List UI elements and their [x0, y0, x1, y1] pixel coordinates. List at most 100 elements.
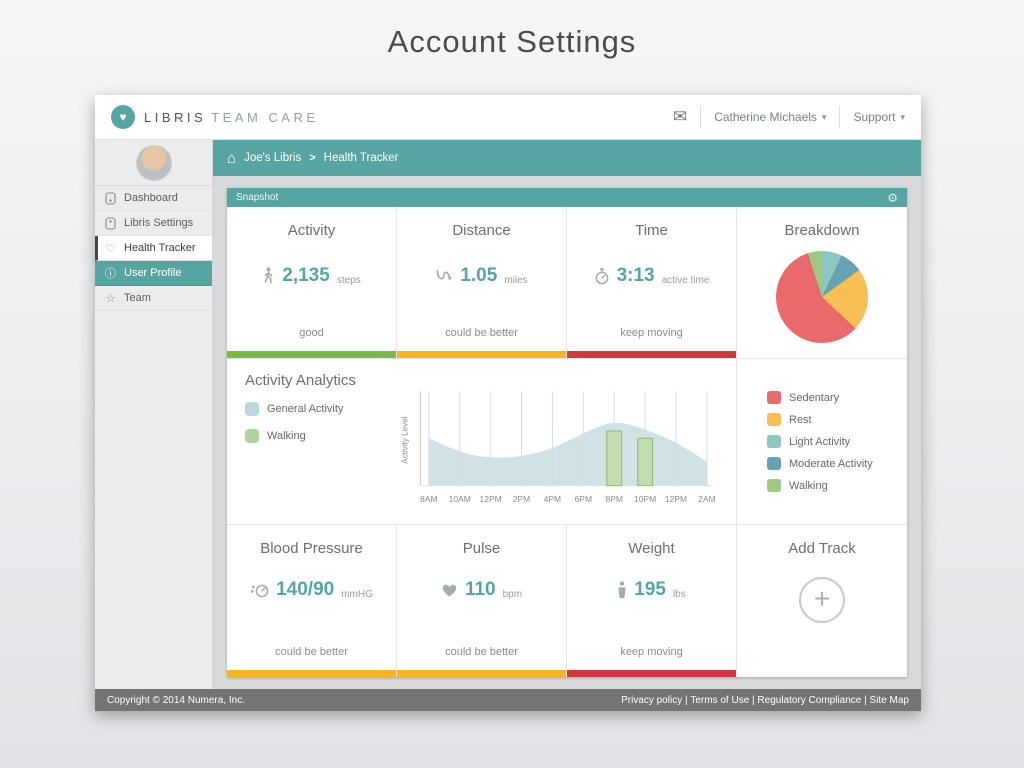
avatar-wrap [95, 140, 212, 186]
add-track-card: Add Track + [737, 525, 907, 677]
svg-text:10PM: 10PM [634, 494, 656, 504]
app-body: Dashboard Libris Settings ♡ Health Track… [95, 140, 921, 689]
breadcrumb-current: Health Tracker [323, 152, 399, 164]
header-divider [700, 106, 702, 128]
main-area: ⌂ Joe's Libris > Health Tracker Snapshot… [213, 140, 921, 689]
footer-link-regulatory[interactable]: Regulatory Compliance [757, 695, 869, 706]
sidebar-item-libris-settings[interactable]: Libris Settings [95, 211, 212, 236]
legend-swatch [767, 435, 781, 448]
svg-text:4PM: 4PM [544, 494, 561, 504]
user-menu[interactable]: Catherine Michaels ▾ [714, 110, 826, 124]
status-text: could be better [445, 646, 518, 658]
legend-swatch [767, 413, 781, 426]
sidebar-item-user-profile[interactable]: ⓘ User Profile [95, 261, 212, 286]
status-text: could be better [445, 327, 518, 339]
activity-analytics-card: Activity Analytics General Activity Walk… [227, 359, 737, 525]
footer-link-privacy[interactable]: Privacy policy [621, 695, 690, 706]
legend-item: Rest [767, 413, 812, 426]
home-icon[interactable]: ⌂ [227, 149, 237, 167]
copyright-text: Copyright © 2014 Numera, Inc. [107, 694, 245, 706]
stats-grid: Activity 2,135 steps good Distance [227, 207, 907, 677]
breadcrumb-root[interactable]: Joe's Libris [244, 152, 302, 164]
sidebar-item-label: Dashboard [124, 192, 178, 204]
distance-card: Distance 1.05 miles could be better [397, 207, 567, 359]
user-menu-label: Catherine Michaels [714, 110, 817, 124]
stat-value: 195 [634, 579, 666, 600]
legend-item: Sedentary [767, 391, 839, 404]
svg-text:6PM: 6PM [575, 494, 592, 504]
stat-value: 3:13 [616, 265, 655, 286]
legend-swatch [767, 391, 781, 404]
brand-secondary: TEAM CARE [211, 109, 319, 125]
status-strip-red [567, 670, 736, 677]
svg-text:10AM: 10AM [449, 494, 471, 504]
pulse-card: Pulse 110 bpm could be better [397, 525, 567, 677]
stat-unit: lbs [672, 588, 686, 600]
analytics-legend: Activity Analytics General Activity Walk… [245, 372, 397, 520]
footer-links: Privacy policy Terms of Use Regulatory C… [621, 695, 909, 706]
legend-label: Walking [267, 430, 306, 442]
footer-link-terms[interactable]: Terms of Use [690, 695, 757, 706]
snapshot-panel: Snapshot ⚙ Activity 2,135 steps [227, 188, 907, 677]
stat-unit: mmHG [341, 588, 373, 600]
panel-title: Snapshot [236, 192, 279, 203]
walking-person-icon [264, 267, 273, 284]
breakdown-card: Breakdown [737, 207, 907, 359]
breadcrumb: ⌂ Joe's Libris > Health Tracker [213, 140, 921, 176]
legend-swatch [245, 429, 259, 443]
gear-icon[interactable]: ⚙ [887, 190, 898, 205]
brand-text: LIBRIS TEAM CARE [144, 110, 319, 125]
card-title: Blood Pressure [260, 540, 363, 557]
status-text: could be better [275, 646, 348, 658]
chevron-down-icon: ▾ [900, 111, 905, 122]
card-title: Time [635, 222, 668, 239]
svg-text:8AM: 8AM [420, 494, 437, 504]
header-divider [839, 106, 841, 128]
svg-text:12PM: 12PM [665, 494, 687, 504]
stat-value: 2,135 [282, 265, 330, 286]
sidebar-item-team[interactable]: ☆ Team [95, 286, 212, 311]
breakdown-pie [776, 251, 868, 343]
svg-text:12PM: 12PM [480, 494, 502, 504]
sidebar-item-dashboard[interactable]: Dashboard [95, 186, 212, 211]
add-track-button[interactable]: + [799, 577, 845, 623]
content: Snapshot ⚙ Activity 2,135 steps [213, 176, 921, 689]
svg-text:2AM: 2AM [698, 494, 715, 504]
analytics-title: Activity Analytics [245, 372, 356, 389]
chevron-down-icon: ▾ [821, 111, 827, 122]
stat-line: 1.05 miles [435, 265, 528, 287]
legend-label: Sedentary [789, 391, 840, 404]
app-window: ♥ LIBRIS TEAM CARE ✉ Catherine Michaels ▾… [95, 95, 921, 711]
legend-item: Walking [767, 479, 828, 492]
support-menu-label: Support [853, 110, 896, 124]
libris-logo-icon: ♥ [111, 105, 135, 129]
legend-label: Rest [789, 413, 812, 426]
card-title: Activity [287, 222, 336, 239]
stat-line: 2,135 steps [262, 265, 361, 287]
status-strip-yellow [397, 670, 566, 677]
messages-envelope-icon[interactable]: ✉ [672, 107, 688, 126]
card-title: Weight [628, 540, 675, 557]
sidebar-item-label: User Profile [124, 267, 182, 279]
status-strip-yellow [397, 351, 566, 358]
footer-link-sitemap[interactable]: Site Map [869, 694, 909, 706]
status-strip-yellow [227, 670, 396, 677]
stat-line: 195 lbs [617, 579, 686, 601]
dashboard-icon [104, 191, 117, 205]
chevron-right-icon: > [309, 152, 316, 164]
support-menu[interactable]: Support ▾ [853, 110, 905, 124]
sidebar-item-health-tracker[interactable]: ♡ Health Tracker [95, 236, 212, 261]
legend-item: General Activity [245, 402, 397, 416]
stat-value: 140/90 [276, 579, 335, 600]
app-header: ♥ LIBRIS TEAM CARE ✉ Catherine Michaels ▾… [95, 95, 921, 140]
activity-card: Activity 2,135 steps good [227, 207, 397, 359]
avatar[interactable] [135, 144, 172, 181]
settings-device-icon [104, 216, 117, 230]
snapshot-panel-header: Snapshot ⚙ [227, 188, 907, 207]
stopwatch-icon [595, 267, 608, 284]
person-icon [618, 581, 626, 598]
logo-heart-glyph: ♥ [119, 110, 127, 124]
weight-card: Weight 195 lbs keep moving [567, 525, 737, 677]
plus-icon: + [813, 582, 831, 614]
time-card: Time 3:13 active time keep moving [567, 207, 737, 359]
